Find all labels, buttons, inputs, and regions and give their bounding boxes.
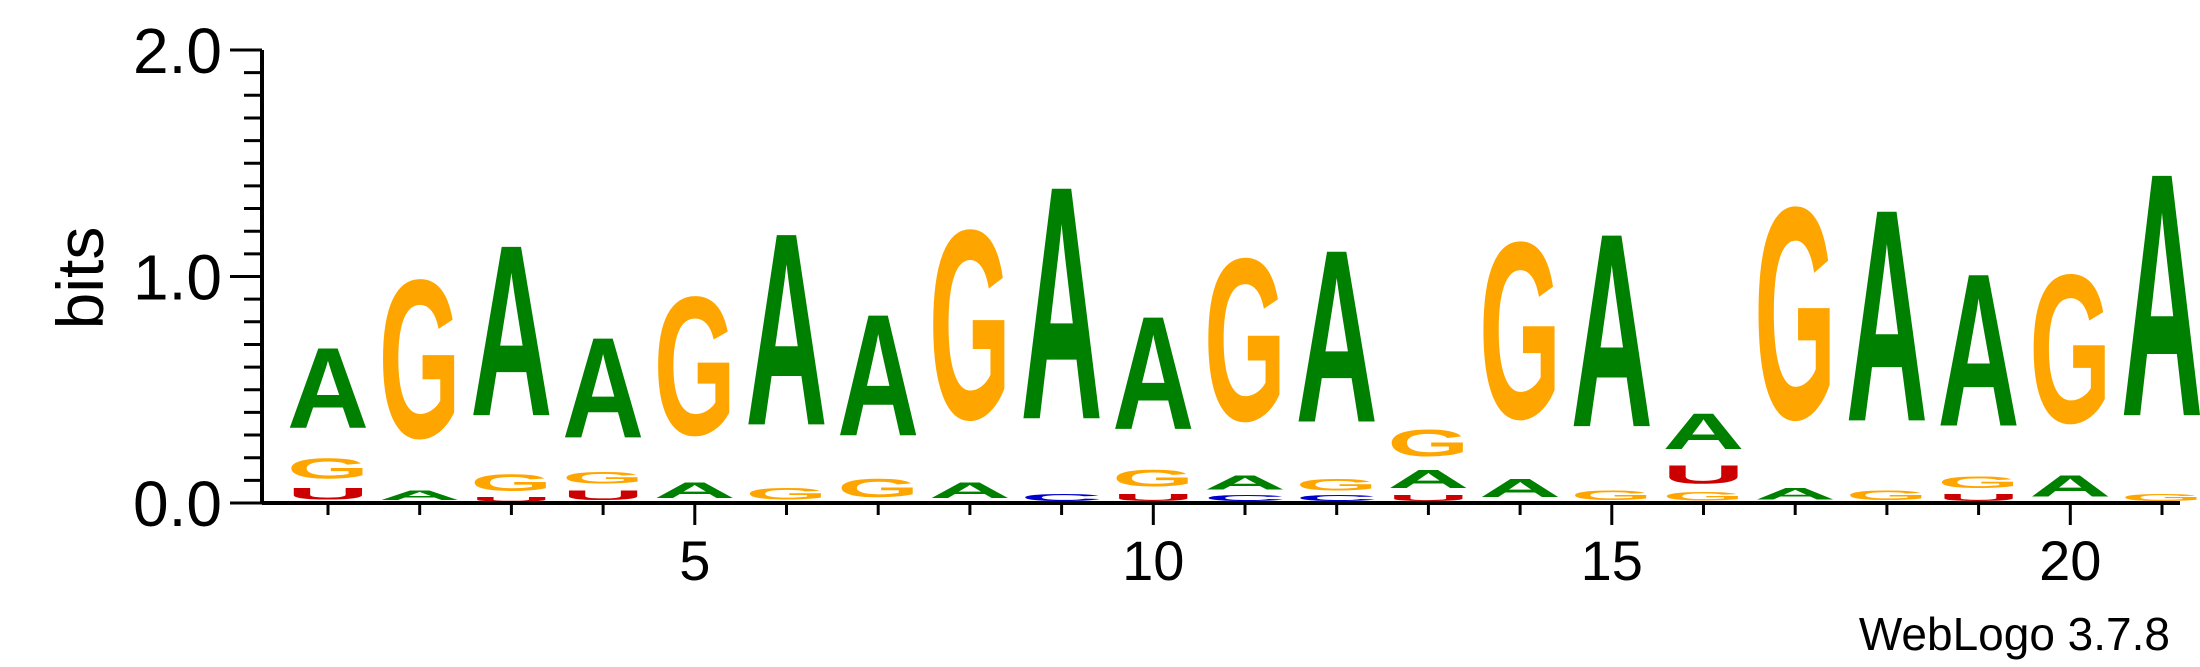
logo-letter-u: U <box>287 485 369 503</box>
logo-letter-a: A <box>562 309 644 469</box>
x-ticks: 5 10 15 20 <box>326 503 2164 592</box>
logo-letter-a: A <box>2029 469 2111 503</box>
weblogo-credit: WebLogo 3.7.8 <box>1859 608 2170 660</box>
logo-letter-a: A <box>1387 465 1469 494</box>
x-tick-label: 10 <box>1122 529 1184 592</box>
logo-letter-a: A <box>837 279 919 473</box>
logo-letter-g: G <box>470 469 552 496</box>
logo-glyphs: UGAAGUGAUGAAGGAGAAGCAUGACAGCGAUAGAGGAGUA… <box>287 101 2200 503</box>
logo-letter-a: A <box>1112 282 1194 464</box>
logo-letter-g: G <box>654 255 736 477</box>
logo-letter-a: A <box>2121 101 2200 490</box>
logo-letter-g: G <box>1387 421 1469 464</box>
y-ticks: 0.0 1.0 2.0 <box>133 15 262 540</box>
axes: 0.0 1.0 2.0 5 10 15 20 <box>133 15 2180 592</box>
logo-letter-g: G <box>1938 474 2020 492</box>
logo-letter-u: U <box>1938 492 2020 503</box>
logo-letter-g: G <box>746 485 828 503</box>
logo-letter-a: A <box>1938 227 2020 472</box>
logo-letter-g: G <box>1663 489 1745 503</box>
logo-letter-g: G <box>929 173 1011 476</box>
logo-letter-a: A <box>1846 146 1928 485</box>
logo-letter-u: U <box>1663 460 1745 489</box>
y-axis-label: bits <box>43 227 117 330</box>
logo-letter-g: G <box>1112 465 1194 492</box>
logo-letter-g: G <box>379 233 461 486</box>
logo-letter-g: G <box>1296 476 1378 494</box>
logo-letter-a: A <box>287 324 369 453</box>
logo-letter-a: A <box>1021 116 1103 490</box>
logo-letter-g: G <box>2121 492 2200 503</box>
logo-letter-a: A <box>1571 175 1653 485</box>
logo-letter-a: A <box>1754 485 1836 503</box>
logo-letter-a: A <box>1479 474 1561 503</box>
logo-letter-g: G <box>1846 487 1928 503</box>
logo-letter-a: A <box>470 195 552 468</box>
logo-letter-g: G <box>1754 144 1836 483</box>
logo-letter-c: C <box>1296 494 1378 503</box>
logo-letter-g: G <box>1204 211 1286 470</box>
y-tick-label: 2.0 <box>133 15 222 87</box>
logo-letter-u: U <box>562 487 644 503</box>
logo-letter-c: C <box>1021 492 1103 503</box>
logo-letter-u: U <box>1112 492 1194 503</box>
x-tick-label: 5 <box>679 529 710 592</box>
logo-letter-a: A <box>1663 403 1745 460</box>
logo-letter-g: G <box>837 474 919 503</box>
logo-letter-u: U <box>470 496 552 503</box>
x-tick-label: 15 <box>1581 529 1643 592</box>
logo-letter-c: C <box>1204 494 1286 503</box>
logo-letter-g: G <box>1479 191 1561 473</box>
y-tick-label: 1.0 <box>133 242 222 314</box>
y-tick-label: 0.0 <box>133 468 222 540</box>
x-tick-label: 20 <box>2039 529 2101 592</box>
logo-letter-a: A <box>1204 471 1286 494</box>
logo-letter-g: G <box>1571 487 1653 503</box>
logo-letter-g: G <box>2029 230 2111 468</box>
logo-letter-a: A <box>654 478 736 503</box>
logo-letter-u: U <box>1387 494 1469 503</box>
logo-letter-g: G <box>287 453 369 485</box>
logo-letter-a: A <box>379 487 461 503</box>
logo-letter-a: A <box>746 176 828 483</box>
logo-letter-a: A <box>929 478 1011 503</box>
logo-letter-g: G <box>562 469 644 487</box>
logo-letter-a: A <box>1296 198 1378 474</box>
